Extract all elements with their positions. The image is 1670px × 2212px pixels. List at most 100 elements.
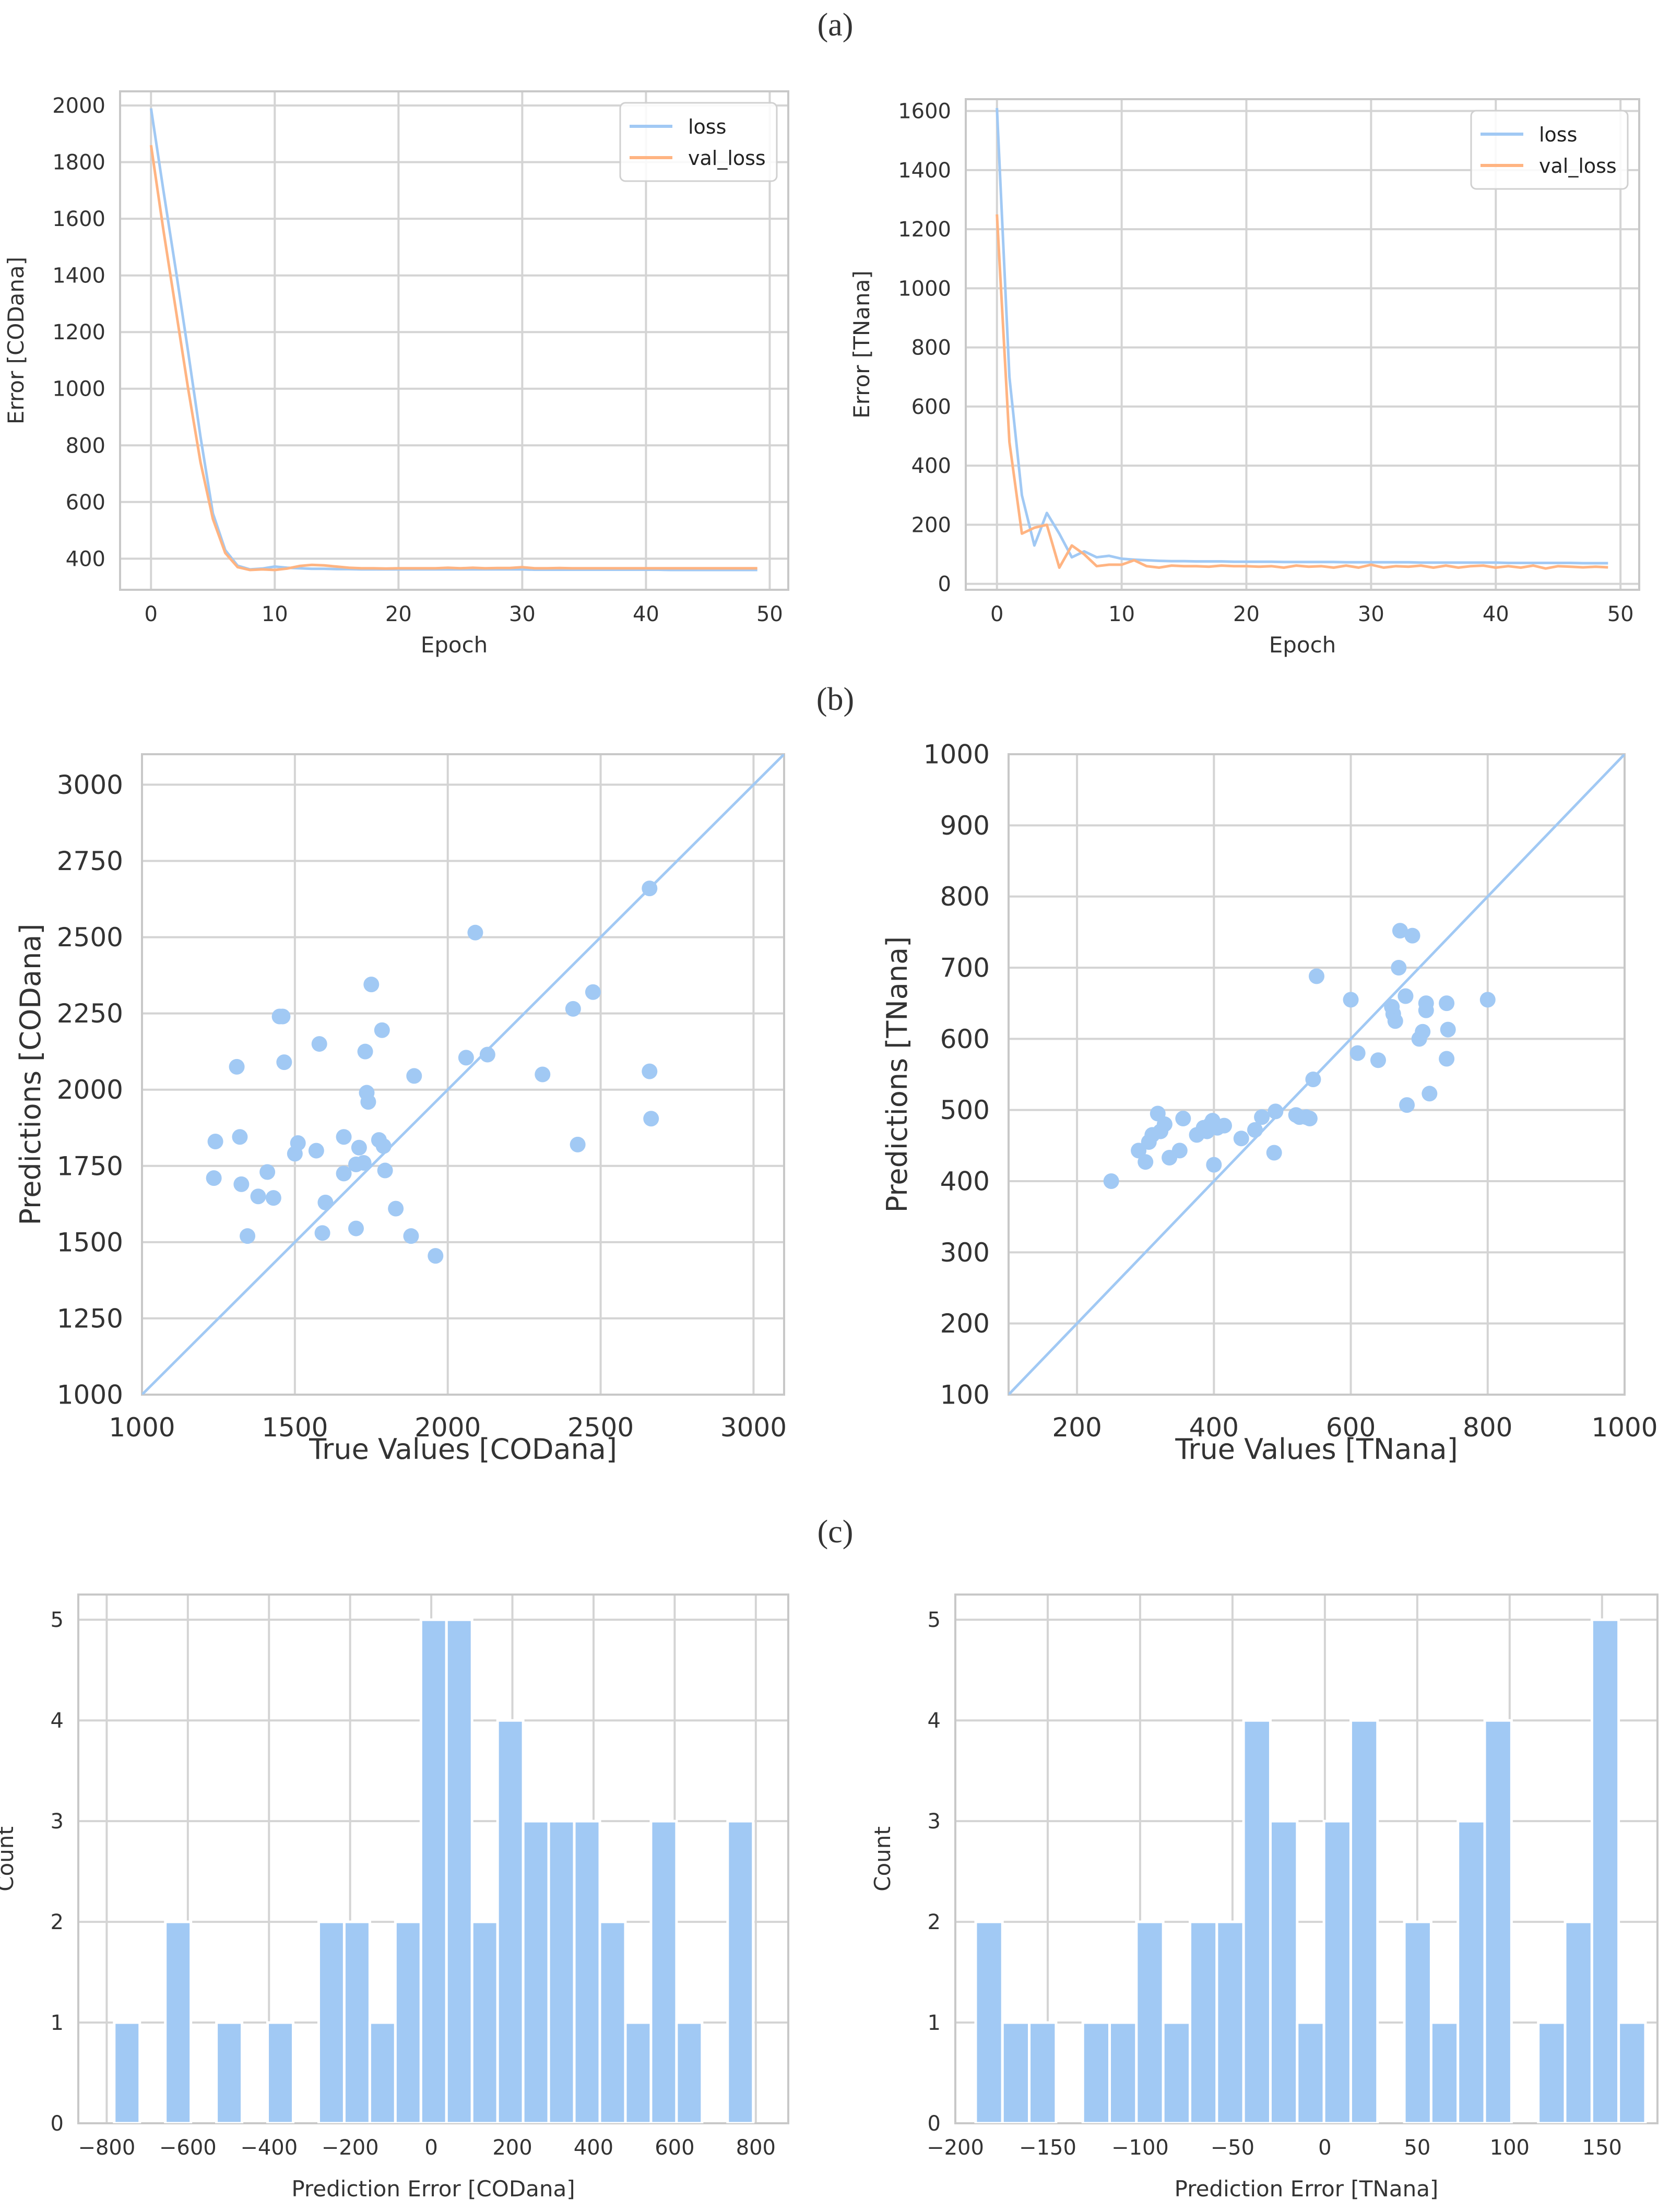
x-tick-label: 40 (1483, 602, 1509, 626)
scatter-point (1439, 995, 1455, 1012)
x-tick-label: −100 (1111, 2136, 1169, 2160)
scatter-point (1138, 1154, 1154, 1170)
scatter-point (479, 1046, 495, 1063)
scatter-point (643, 1111, 659, 1127)
scatter-point (570, 1136, 586, 1152)
y-tick-label: 0 (928, 2112, 941, 2136)
y-tick-label: 4 (928, 1709, 941, 1733)
scatter-point (403, 1228, 419, 1244)
y-axis-title: Predictions [TNana] (881, 936, 914, 1212)
histogram-bar (317, 1920, 346, 2123)
y-axis-title: Error [TNana] (849, 270, 874, 419)
y-tick-label: 600 (66, 491, 105, 515)
scatter-point (565, 1001, 581, 1017)
y-tick-label: 400 (940, 1167, 990, 1197)
x-tick-label: 2500 (567, 1412, 634, 1443)
histogram-bar (974, 1920, 1004, 2123)
histogram-bar (1322, 1819, 1352, 2123)
scatter-point (311, 1036, 327, 1052)
scatter-point (336, 1166, 352, 1182)
histogram-bar (1296, 2021, 1325, 2123)
histogram-bar (1135, 1920, 1165, 2123)
x-tick-label: 0 (424, 2136, 437, 2160)
y-tick-label: 2500 (57, 922, 123, 953)
x-tick-label: 150 (1582, 2136, 1622, 2160)
scatter-point (206, 1170, 222, 1186)
histogram-bar (1028, 2021, 1058, 2123)
x-tick-label: 200 (1052, 1412, 1102, 1443)
histogram-bar (113, 2021, 141, 2123)
x-tick-label: 400 (1189, 1412, 1239, 1443)
y-tick-label: 1600 (898, 100, 951, 124)
y-tick-label: 1500 (57, 1227, 123, 1257)
scatter-point (250, 1188, 266, 1205)
histogram-bar (342, 1920, 371, 2123)
scatter-point (1415, 1024, 1431, 1040)
y-tick-label: 400 (66, 547, 105, 571)
scatter-point (1349, 1045, 1366, 1061)
scatter-point (388, 1200, 404, 1217)
histogram-bar (1108, 2021, 1138, 2123)
scatter-chart-tnana: 200 400 600 800 1000 100 200 300 400 500 600 700 800… (881, 740, 1658, 1466)
histogram-bar (419, 1618, 448, 2123)
histogram-bar (1001, 2021, 1031, 2123)
scatter-point (357, 1043, 373, 1060)
histogram-bar (573, 1819, 601, 2123)
x-tick-label: 1500 (262, 1412, 328, 1443)
y-tick-label: 700 (940, 953, 990, 983)
histogram-bar (1617, 2021, 1647, 2123)
scatter-point (1387, 1013, 1403, 1029)
y-tick-label: 3 (928, 1810, 941, 1834)
legend-label: loss (1539, 123, 1577, 146)
histogram-bar (547, 1819, 576, 2123)
y-tick-label: 300 (940, 1238, 990, 1268)
y-tick-label: 1800 (52, 151, 105, 175)
x-axis-title: Prediction Error [TNana] (1175, 2176, 1439, 2202)
scatter-point (1171, 1143, 1188, 1159)
y-tick-label: 2000 (57, 1075, 123, 1105)
scatter-point (1305, 1072, 1321, 1088)
scatter-point (585, 984, 601, 1000)
histogram-bar (266, 2021, 294, 2123)
x-tick-label: −600 (159, 2136, 217, 2160)
x-tick-label: 800 (736, 2136, 776, 2160)
histogram-bar (624, 2021, 653, 2123)
scatter-point (458, 1050, 474, 1066)
plot-marks (1009, 754, 1625, 1395)
y-tick-label: 2250 (57, 998, 123, 1029)
histogram-bar (1215, 1920, 1245, 2123)
scatter-point (642, 881, 658, 897)
scatter-point (1301, 1111, 1318, 1127)
scatter-point (1404, 927, 1420, 944)
histogram-bar (1162, 2021, 1192, 2123)
histogram-bar (445, 1618, 473, 2123)
y-tick-label: 100 (940, 1380, 990, 1410)
y-axis-title: Count (870, 1826, 895, 1892)
series-line-val-loss (996, 214, 1608, 570)
y-tick-label: 5 (51, 1608, 64, 1632)
scatter-point (1397, 988, 1414, 1004)
x-tick-label: 30 (509, 602, 536, 626)
legend-label: val_loss (1539, 154, 1617, 177)
loss-chart-codana: loss val_loss 0 10 20 30 40 50 400 600 800 1000 1200… (3, 90, 789, 658)
histogram-bar (1537, 2021, 1567, 2123)
scatter-point (1391, 960, 1407, 976)
scatter-point (428, 1248, 444, 1264)
scatter-point (1370, 1052, 1386, 1068)
scatter-point (535, 1066, 551, 1083)
histogram-bar (1081, 2021, 1111, 2123)
scatter-point (1440, 1021, 1456, 1038)
x-tick-label: 3000 (720, 1412, 787, 1443)
scatter-point (1206, 1157, 1222, 1173)
x-tick-label: 600 (1326, 1412, 1376, 1443)
x-tick-label: 50 (756, 602, 783, 626)
histogram-bar (368, 2021, 397, 2123)
x-axis-title: Prediction Error [CODana] (291, 2176, 575, 2202)
histogram-bar (1189, 1920, 1218, 2123)
y-tick-label: 1200 (898, 218, 951, 242)
scatter-chart-codana: 1000 1500 2000 2500 3000 1000 1250 1500 1750 2000… (14, 753, 787, 1466)
scatter-point (233, 1176, 250, 1192)
x-tick-label: 50 (1607, 602, 1634, 626)
scatter-point (308, 1143, 324, 1159)
histogram-bar (522, 1819, 550, 2123)
